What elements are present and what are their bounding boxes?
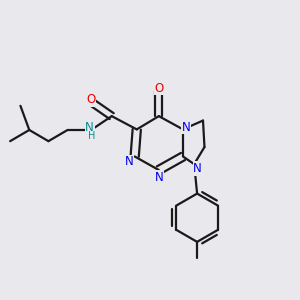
Text: N: N [125,155,134,168]
Text: H: H [88,131,96,142]
Text: O: O [86,93,96,106]
Text: N: N [154,171,163,184]
Text: N: N [85,121,94,134]
Text: N: N [182,121,190,134]
Text: O: O [154,82,164,95]
Text: N: N [193,162,202,175]
